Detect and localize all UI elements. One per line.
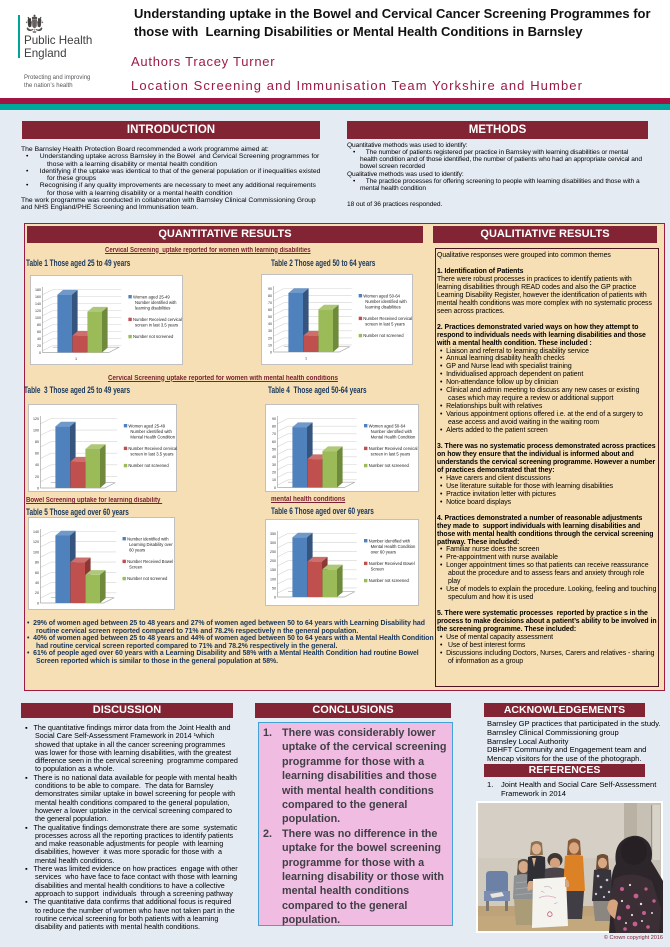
svg-text:80: 80 bbox=[268, 294, 272, 298]
svg-text:Number Received Bowel: Number Received Bowel bbox=[127, 559, 173, 564]
svg-text:Number not screened: Number not screened bbox=[369, 463, 410, 468]
svg-text:40: 40 bbox=[272, 455, 276, 459]
svg-text:Number identified with: Number identified with bbox=[365, 299, 407, 304]
svg-text:Women aged 25-49: Women aged 25-49 bbox=[128, 423, 165, 428]
svg-text:100: 100 bbox=[33, 429, 39, 433]
svg-text:10: 10 bbox=[268, 343, 272, 347]
svg-text:40: 40 bbox=[35, 581, 39, 585]
svg-text:80: 80 bbox=[35, 561, 39, 565]
svg-text:Number not screened: Number not screened bbox=[369, 578, 410, 583]
svg-text:Number Received cervical: Number Received cervical bbox=[363, 316, 412, 321]
svg-text:1: 1 bbox=[75, 357, 77, 361]
svg-text:0: 0 bbox=[270, 350, 272, 354]
svg-text:over 60 years: over 60 years bbox=[371, 549, 396, 554]
svg-text:50: 50 bbox=[268, 315, 272, 319]
svg-text:0: 0 bbox=[37, 601, 39, 605]
svg-text:screen in last 5 years: screen in last 5 years bbox=[365, 322, 405, 327]
svg-text:60: 60 bbox=[268, 308, 272, 312]
svg-text:30: 30 bbox=[272, 463, 276, 467]
svg-text:0: 0 bbox=[39, 351, 41, 355]
svg-text:70: 70 bbox=[268, 301, 272, 305]
svg-text:screen in last 5 years: screen in last 5 years bbox=[371, 452, 411, 457]
svg-text:0: 0 bbox=[37, 486, 39, 490]
svg-text:120: 120 bbox=[35, 309, 41, 313]
svg-text:60: 60 bbox=[37, 330, 41, 334]
svg-text:100: 100 bbox=[35, 316, 41, 320]
svg-text:Number not screened: Number not screened bbox=[128, 463, 169, 468]
svg-text:Number Received Bowel: Number Received Bowel bbox=[369, 561, 415, 566]
svg-text:90: 90 bbox=[268, 287, 272, 291]
svg-text:screen in last 3.5 years: screen in last 3.5 years bbox=[130, 452, 173, 457]
svg-text:50: 50 bbox=[272, 448, 276, 452]
svg-text:Mental Health Condition: Mental Health Condition bbox=[130, 434, 175, 439]
svg-text:40: 40 bbox=[268, 322, 272, 326]
svg-text:40: 40 bbox=[35, 463, 39, 467]
svg-text:300: 300 bbox=[270, 541, 276, 545]
svg-text:Number not screened: Number not screened bbox=[133, 334, 174, 339]
svg-text:0: 0 bbox=[274, 595, 276, 599]
svg-text:20: 20 bbox=[35, 475, 39, 479]
svg-text:Number Received cervical: Number Received cervical bbox=[128, 446, 177, 451]
svg-text:60: 60 bbox=[272, 440, 276, 444]
svg-text:Women aged 25-49: Women aged 25-49 bbox=[133, 294, 170, 299]
svg-text:20: 20 bbox=[37, 344, 41, 348]
svg-text:160: 160 bbox=[35, 295, 41, 299]
svg-text:80: 80 bbox=[272, 425, 276, 429]
svg-text:10: 10 bbox=[272, 478, 276, 482]
svg-text:100: 100 bbox=[33, 550, 39, 554]
svg-text:Number identified with: Number identified with bbox=[130, 429, 172, 434]
svg-text:Learning Disability over: Learning Disability over bbox=[129, 542, 173, 547]
svg-text:Screen: Screen bbox=[371, 567, 385, 572]
svg-text:20: 20 bbox=[35, 591, 39, 595]
svg-text:Number identified with: Number identified with bbox=[369, 538, 411, 543]
svg-text:180: 180 bbox=[35, 288, 41, 292]
svg-text:Number identified with: Number identified with bbox=[127, 536, 169, 541]
svg-text:Number Received cervical: Number Received cervical bbox=[133, 317, 182, 322]
svg-text:80: 80 bbox=[37, 323, 41, 327]
svg-text:350: 350 bbox=[270, 532, 276, 536]
svg-text:20: 20 bbox=[268, 336, 272, 340]
svg-text:Number Received cervical: Number Received cervical bbox=[369, 446, 418, 451]
svg-text:1: 1 bbox=[305, 357, 307, 361]
svg-text:Number not screened: Number not screened bbox=[363, 333, 404, 338]
svg-text:40: 40 bbox=[37, 337, 41, 341]
svg-text:200: 200 bbox=[270, 559, 276, 563]
svg-text:100: 100 bbox=[270, 577, 276, 581]
svg-text:30: 30 bbox=[268, 329, 272, 333]
svg-text:learning disabilities: learning disabilities bbox=[135, 305, 170, 310]
svg-text:Number not screened: Number not screened bbox=[127, 576, 168, 581]
svg-text:60: 60 bbox=[35, 571, 39, 575]
svg-text:140: 140 bbox=[35, 302, 41, 306]
svg-text:120: 120 bbox=[33, 540, 39, 544]
svg-text:250: 250 bbox=[270, 550, 276, 554]
svg-text:140: 140 bbox=[33, 530, 39, 534]
svg-text:150: 150 bbox=[270, 568, 276, 572]
svg-text:Screen: Screen bbox=[129, 565, 143, 570]
svg-text:120: 120 bbox=[33, 417, 39, 421]
svg-text:90: 90 bbox=[272, 417, 276, 421]
svg-text:screen in last 3.5 years: screen in last 3.5 years bbox=[135, 323, 178, 328]
svg-text:60: 60 bbox=[35, 452, 39, 456]
svg-text:Mental Health Condition: Mental Health Condition bbox=[371, 544, 416, 549]
svg-text:80: 80 bbox=[35, 440, 39, 444]
svg-text:Number identified with: Number identified with bbox=[371, 429, 413, 434]
svg-text:Number identified with: Number identified with bbox=[135, 300, 177, 305]
svg-text:learning disabilities: learning disabilities bbox=[365, 304, 400, 309]
svg-text:Women aged 50-64: Women aged 50-64 bbox=[369, 423, 406, 428]
svg-text:20: 20 bbox=[272, 471, 276, 475]
svg-text:60 years: 60 years bbox=[129, 547, 145, 552]
svg-text:Women aged 50-64: Women aged 50-64 bbox=[363, 293, 400, 298]
svg-text:0: 0 bbox=[274, 486, 276, 490]
svg-text:70: 70 bbox=[272, 432, 276, 436]
svg-text:Mental Health Condition: Mental Health Condition bbox=[371, 434, 416, 439]
svg-text:50: 50 bbox=[272, 586, 276, 590]
